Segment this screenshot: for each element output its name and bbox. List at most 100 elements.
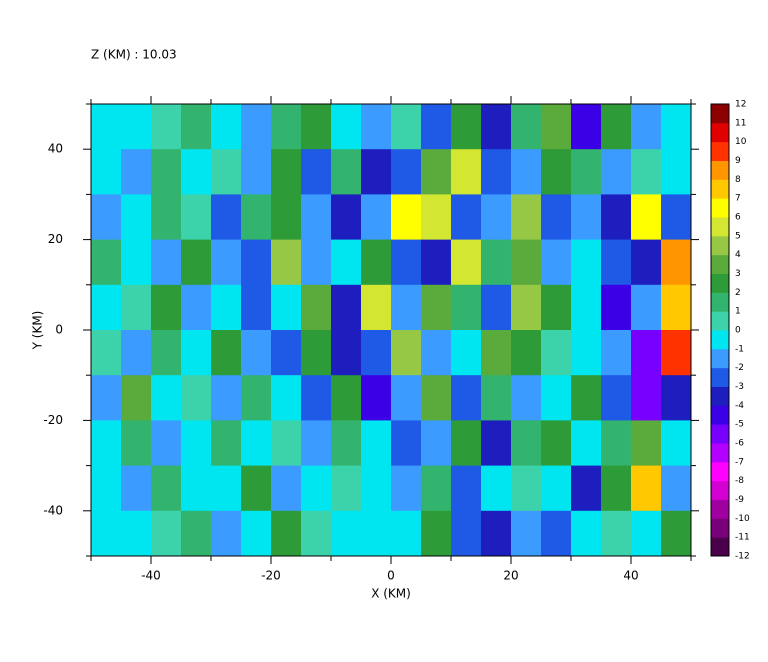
heat-cell xyxy=(481,420,512,467)
heat-cell xyxy=(421,149,452,195)
heat-cell xyxy=(481,510,512,557)
heat-cell xyxy=(211,284,242,331)
heat-cell xyxy=(511,420,542,467)
heat-cell xyxy=(601,330,632,376)
heat-cell xyxy=(571,330,602,376)
colorbar-label: -11 xyxy=(735,533,750,543)
heat-cell xyxy=(181,149,212,195)
heat-cell xyxy=(481,330,512,376)
heat-cell xyxy=(601,239,632,286)
colorbar-band xyxy=(711,330,729,350)
heat-cell xyxy=(271,239,302,286)
heat-cell xyxy=(511,330,542,376)
heat-cell xyxy=(361,149,392,195)
heat-cell xyxy=(241,149,272,195)
heat-cell xyxy=(211,149,242,195)
colorbar-label: -4 xyxy=(735,401,744,411)
heat-cell xyxy=(601,149,632,195)
y-tick-label: 20 xyxy=(48,232,63,246)
heat-cell xyxy=(211,465,242,512)
colorbar-band xyxy=(711,179,729,199)
heat-cell xyxy=(271,284,302,331)
colorbar-label: -5 xyxy=(735,420,744,430)
colorbar-band xyxy=(711,405,729,425)
heat-cell xyxy=(541,420,572,467)
heat-cell xyxy=(571,420,602,467)
heat-cell xyxy=(331,420,362,467)
heat-cell xyxy=(271,330,302,376)
heat-cell xyxy=(211,104,242,150)
heat-cell xyxy=(241,104,272,150)
heat-cell xyxy=(151,330,182,376)
colorbar-label: -9 xyxy=(735,495,744,505)
heat-cell xyxy=(391,194,422,241)
colorbar-band xyxy=(711,518,729,538)
colorbar-label: 9 xyxy=(735,156,741,166)
heat-cell xyxy=(121,510,152,557)
heat-cell xyxy=(271,465,302,512)
heat-cell xyxy=(481,284,512,331)
colorbar-label: 12 xyxy=(735,100,746,110)
heat-cell xyxy=(631,420,662,467)
heat-cell xyxy=(631,510,662,557)
heat-cell xyxy=(361,104,392,150)
heat-cell xyxy=(511,465,542,512)
colorbar-label: 7 xyxy=(735,194,741,204)
heat-cell xyxy=(91,284,122,331)
heat-cell xyxy=(211,330,242,376)
colorbar-band xyxy=(711,235,729,256)
heat-cell xyxy=(391,284,422,331)
colorbar-label: 10 xyxy=(735,137,747,147)
colorbar-band xyxy=(711,499,729,519)
heat-cell xyxy=(391,465,422,512)
heat-cell xyxy=(121,465,152,512)
heat-cell xyxy=(301,510,332,557)
heat-cell xyxy=(151,510,182,557)
heat-cell xyxy=(511,149,542,195)
heat-cell xyxy=(151,420,182,467)
heat-cell xyxy=(301,104,332,150)
heat-cell xyxy=(271,510,302,557)
heat-cell xyxy=(481,375,512,421)
heat-cell xyxy=(181,420,212,467)
heat-cell xyxy=(391,375,422,421)
heat-cell xyxy=(481,465,512,512)
x-tick-label: -40 xyxy=(141,569,161,583)
heat-cell xyxy=(661,239,692,286)
heat-cell xyxy=(421,239,452,286)
heat-cell xyxy=(601,194,632,241)
heat-cell xyxy=(301,420,332,467)
heat-cell xyxy=(541,510,572,557)
heat-cell xyxy=(331,510,362,557)
heat-cell xyxy=(301,375,332,421)
heat-cell xyxy=(451,465,482,512)
colorbar-band xyxy=(711,292,729,312)
heat-cell xyxy=(241,420,272,467)
heat-cell xyxy=(331,375,362,421)
y-tick-label: -20 xyxy=(43,413,63,427)
heat-cell xyxy=(541,149,572,195)
heat-cell xyxy=(511,510,542,557)
heat-cell xyxy=(631,104,662,150)
colorbar-label: 4 xyxy=(735,250,741,260)
heat-cell xyxy=(181,194,212,241)
heat-cell xyxy=(271,149,302,195)
heat-cell xyxy=(181,330,212,376)
heat-cell xyxy=(511,239,542,286)
heat-cell xyxy=(271,420,302,467)
heat-cell xyxy=(151,465,182,512)
heat-cell xyxy=(121,375,152,421)
heat-cell xyxy=(391,149,422,195)
heat-cell xyxy=(241,375,272,421)
heat-cell xyxy=(301,330,332,376)
heat-cell xyxy=(631,375,662,421)
heat-cell xyxy=(331,284,362,331)
heat-cell xyxy=(121,239,152,286)
heat-cell xyxy=(181,239,212,286)
chart-title: Z (KM) : 10.03 xyxy=(91,48,177,62)
colorbar-label: -8 xyxy=(735,476,744,486)
heat-cell xyxy=(91,330,122,376)
heat-cell xyxy=(91,420,122,467)
heat-cell xyxy=(541,239,572,286)
colorbar-label: 2 xyxy=(735,288,741,298)
